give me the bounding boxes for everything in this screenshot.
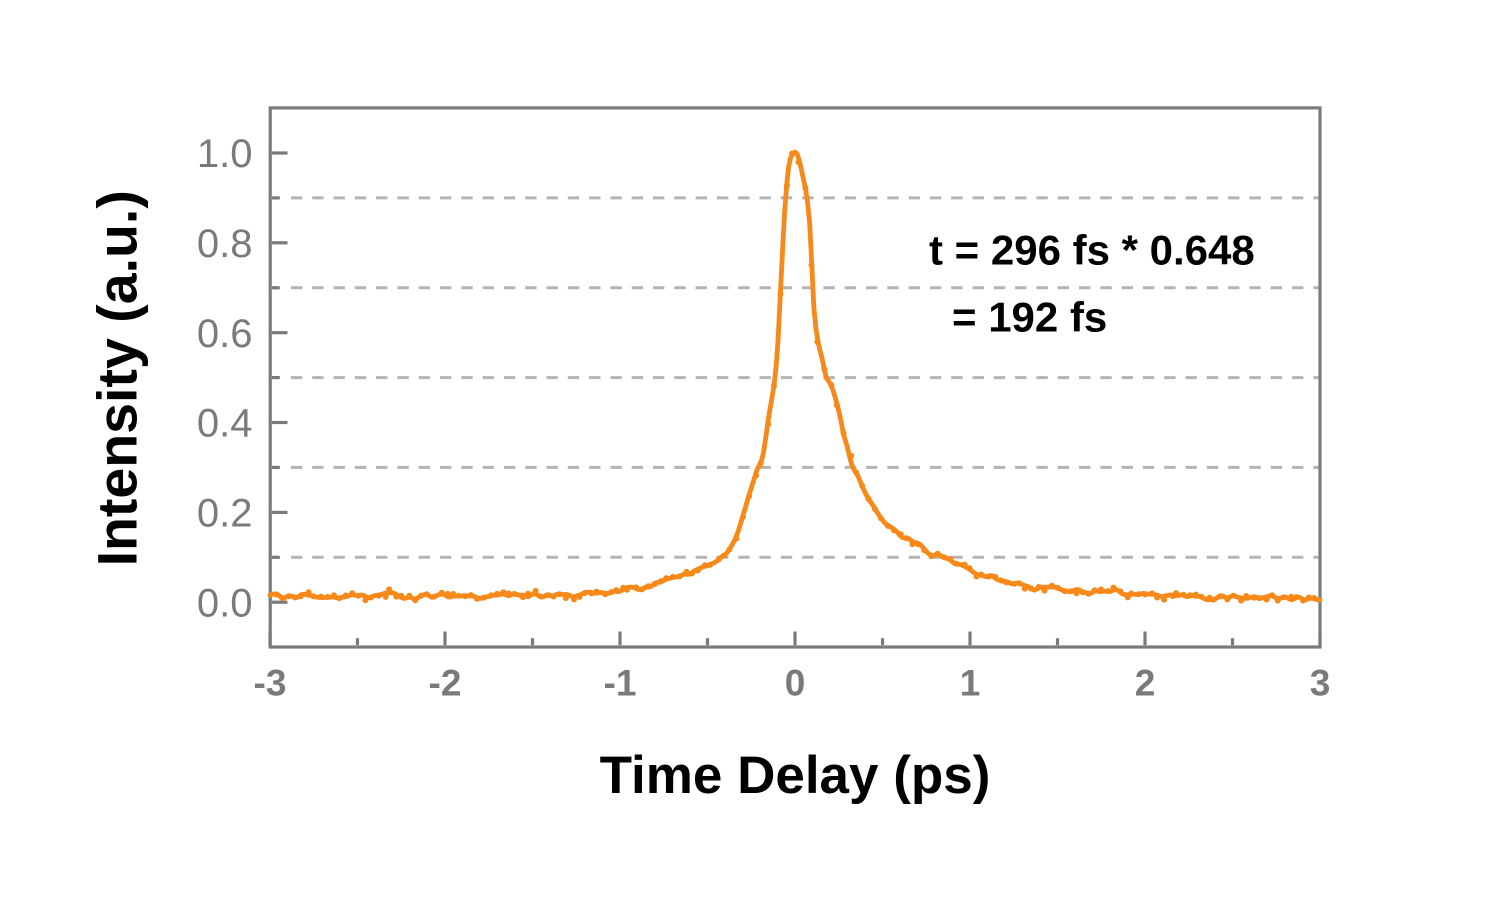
svg-text:1: 1 [960, 663, 981, 704]
svg-text:2: 2 [1135, 663, 1156, 704]
svg-text:1.0: 1.0 [197, 132, 253, 176]
svg-text:3: 3 [1310, 663, 1331, 704]
svg-text:-1: -1 [604, 663, 637, 704]
svg-text:Time Delay (ps): Time Delay (ps) [600, 746, 991, 805]
svg-text:0.8: 0.8 [197, 222, 253, 266]
svg-text:0.6: 0.6 [197, 312, 253, 356]
svg-text:0.4: 0.4 [197, 402, 253, 446]
svg-text:t = 296 fs * 0.648: t = 296 fs * 0.648 [929, 227, 1255, 274]
svg-text:= 192 fs: = 192 fs [952, 294, 1107, 341]
svg-text:-2: -2 [429, 663, 462, 704]
svg-text:0.2: 0.2 [197, 492, 253, 536]
svg-text:-3: -3 [254, 663, 287, 704]
svg-text:Intensity (a.u.): Intensity (a.u.) [87, 190, 149, 566]
svg-text:0.0: 0.0 [197, 581, 253, 625]
svg-text:0: 0 [785, 663, 806, 704]
